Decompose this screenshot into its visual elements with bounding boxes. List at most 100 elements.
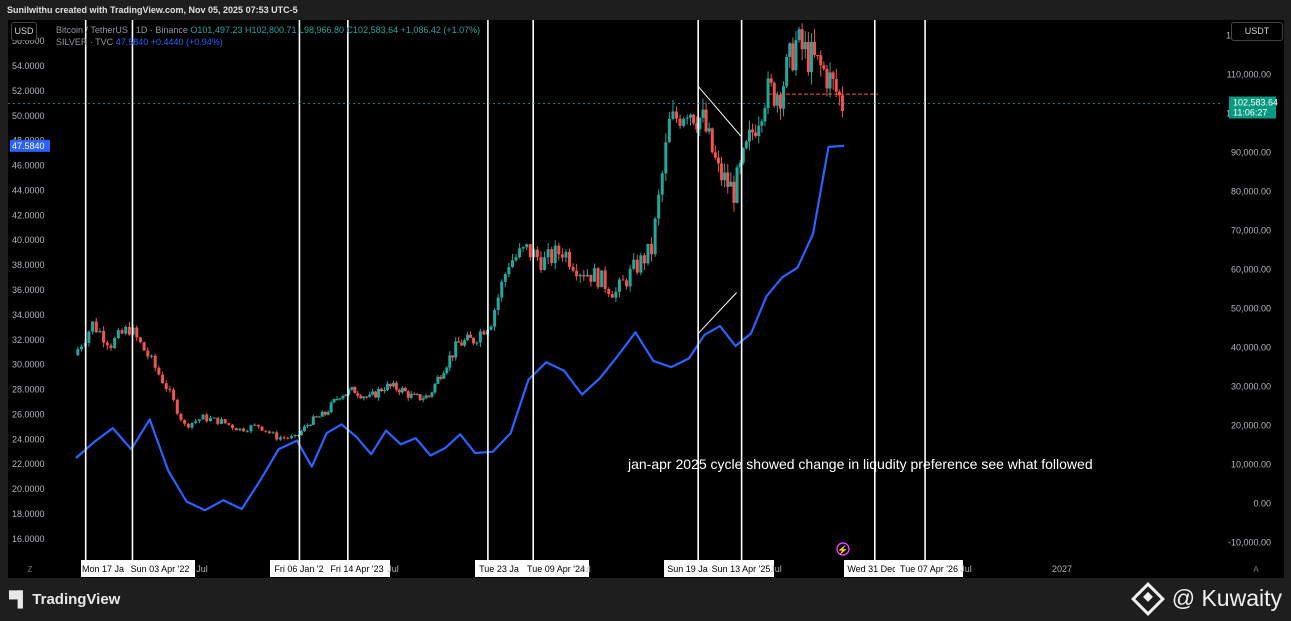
btc-candle (482, 331, 486, 335)
btc-candle (338, 398, 342, 400)
btc-candle (323, 411, 327, 415)
btc-candle (735, 167, 739, 203)
btc-candle (371, 391, 375, 395)
btc-candle (675, 111, 679, 119)
left-axis-tick: 42.0000 (12, 210, 45, 220)
btc-candle (238, 428, 242, 431)
price-chart[interactable]: 56.000054.000052.000050.000048.000046.00… (8, 20, 1284, 578)
btc-candle (124, 326, 128, 334)
btc-candle (445, 367, 449, 374)
left-axis-tick: 18.0000 (12, 509, 45, 519)
left-axis-tick: 44.0000 (12, 185, 45, 195)
btc-candle (475, 342, 479, 344)
btc-candle (374, 391, 378, 398)
credit-text: Sunilwithu created with TradingView.com,… (7, 5, 298, 15)
btc-candle (282, 437, 286, 439)
btc-candle (394, 382, 398, 390)
btc-candle (510, 260, 514, 268)
btc-candle (472, 337, 476, 344)
legend-btc[interactable]: Bitcoin / TetherUS · 1D · Binance O101,4… (56, 24, 480, 36)
time-axis-label: Fri 06 Jan '2 (274, 564, 323, 574)
right-currency-button[interactable]: USDT (1231, 22, 1283, 41)
btc-candle (299, 431, 303, 436)
btc-candle (260, 426, 264, 431)
btc-candle (535, 249, 539, 258)
btc-candle (245, 431, 249, 433)
btc-candle (201, 414, 205, 420)
btc-candle (76, 349, 80, 356)
btc-candle (91, 321, 95, 332)
btc-candle (585, 274, 589, 277)
btc-candle (359, 395, 363, 399)
silver-trend-line (697, 292, 737, 334)
left-currency-button[interactable]: USD (11, 22, 37, 41)
btc-candle (704, 109, 708, 132)
btc-candle (828, 72, 832, 89)
btc-candle (575, 270, 579, 277)
btc-candle (344, 394, 348, 396)
btc-candle (710, 128, 714, 153)
btc-candle (632, 259, 636, 269)
right-axis-tick: 80,000.00 (1231, 187, 1271, 197)
btc-candle (264, 430, 268, 432)
btc-candle (223, 419, 227, 424)
btc-candle (383, 390, 387, 392)
btc-candle (763, 108, 767, 122)
btc-candle (457, 341, 461, 343)
btc-candle (205, 414, 209, 422)
btc-candle (788, 43, 792, 57)
btc-candle (769, 78, 773, 83)
chart-area[interactable]: 56.000054.000052.000050.000048.000046.00… (8, 20, 1284, 578)
btc-candle (98, 330, 102, 333)
btc-candle (617, 279, 621, 292)
tradingview-logo[interactable]: ▀▌ TradingView (9, 591, 120, 608)
btc-candle (356, 393, 360, 396)
right-axis-tick: 10,000.00 (1231, 459, 1271, 469)
btc-candle (161, 374, 165, 384)
btc-candle (825, 68, 829, 89)
btc-candle (747, 129, 751, 142)
right-axis-tick: 50,000.00 (1231, 304, 1271, 314)
btc-candle (463, 340, 467, 346)
btc-candle (816, 55, 820, 57)
right-axis-tick: 60,000.00 (1231, 265, 1271, 275)
btc-candle (362, 396, 366, 399)
btc-candle (308, 424, 312, 426)
legend-silver[interactable]: SILVER · TVC 47.5840 +0.4440 (+0.94%) (56, 36, 480, 48)
time-axis-label: 2027 (1052, 564, 1072, 574)
right-axis-tick: 110,000.00 (1227, 70, 1271, 80)
btc-candle (582, 274, 586, 277)
btc-candle (568, 251, 572, 267)
btc-candle (150, 355, 154, 357)
btc-candle (797, 29, 801, 41)
lightning-glyph-icon: ⚡ (837, 544, 848, 556)
btc-candle (834, 78, 838, 92)
btc-candle (267, 431, 271, 433)
btc-candle (653, 218, 657, 255)
btc-candle (365, 396, 369, 398)
btc-candle (311, 416, 315, 425)
left-axis-tick: 46.0000 (12, 161, 45, 171)
btc-candle (153, 355, 157, 368)
right-axis-tick: 20,000.00 (1231, 420, 1271, 430)
time-axis-label: Jul (579, 564, 591, 574)
btc-candle (493, 310, 497, 327)
btc-candle (518, 248, 522, 258)
btc-candle (628, 268, 632, 287)
btc-candle (388, 383, 392, 387)
legend-btc-name: Bitcoin / TetherUS · 1D · Binance (56, 25, 188, 35)
left-axis-tick: 54.0000 (12, 61, 45, 71)
btc-candle (840, 95, 844, 111)
btc-candle (385, 383, 389, 391)
btc-candle (397, 389, 401, 393)
left-axis-tick: 16.0000 (12, 534, 45, 544)
btc-candle (751, 129, 755, 133)
right-axis-tick: -10,000.00 (1228, 537, 1271, 547)
btc-candle (175, 399, 179, 414)
btc-candle (286, 437, 290, 439)
btc-candle (507, 267, 511, 275)
btc-candle (168, 388, 172, 390)
btc-candle (578, 274, 582, 277)
btc-candle (732, 181, 736, 203)
btc-candle (427, 395, 431, 397)
